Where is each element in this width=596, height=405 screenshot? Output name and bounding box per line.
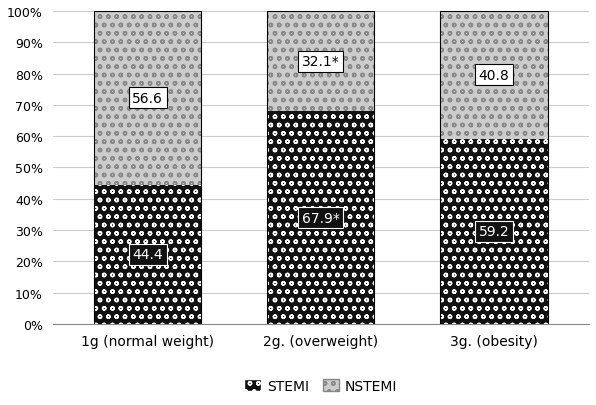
Bar (440, 139, 548, 324)
Text: 56.6: 56.6 (132, 92, 163, 106)
Text: 40.8: 40.8 (479, 68, 509, 83)
Bar (267, 12, 374, 324)
Text: 44.4: 44.4 (132, 248, 163, 262)
Text: 59.2: 59.2 (479, 225, 509, 239)
Bar (440, 12, 548, 324)
Bar (94, 185, 201, 324)
Bar (267, 112, 374, 324)
Text: 32.1*: 32.1* (302, 55, 340, 69)
Bar (94, 12, 201, 324)
Bar (440, 12, 548, 139)
Bar (267, 12, 374, 112)
Legend: STEMI, NSTEMI: STEMI, NSTEMI (239, 373, 403, 398)
Bar (94, 12, 201, 185)
Text: 67.9*: 67.9* (302, 211, 340, 225)
